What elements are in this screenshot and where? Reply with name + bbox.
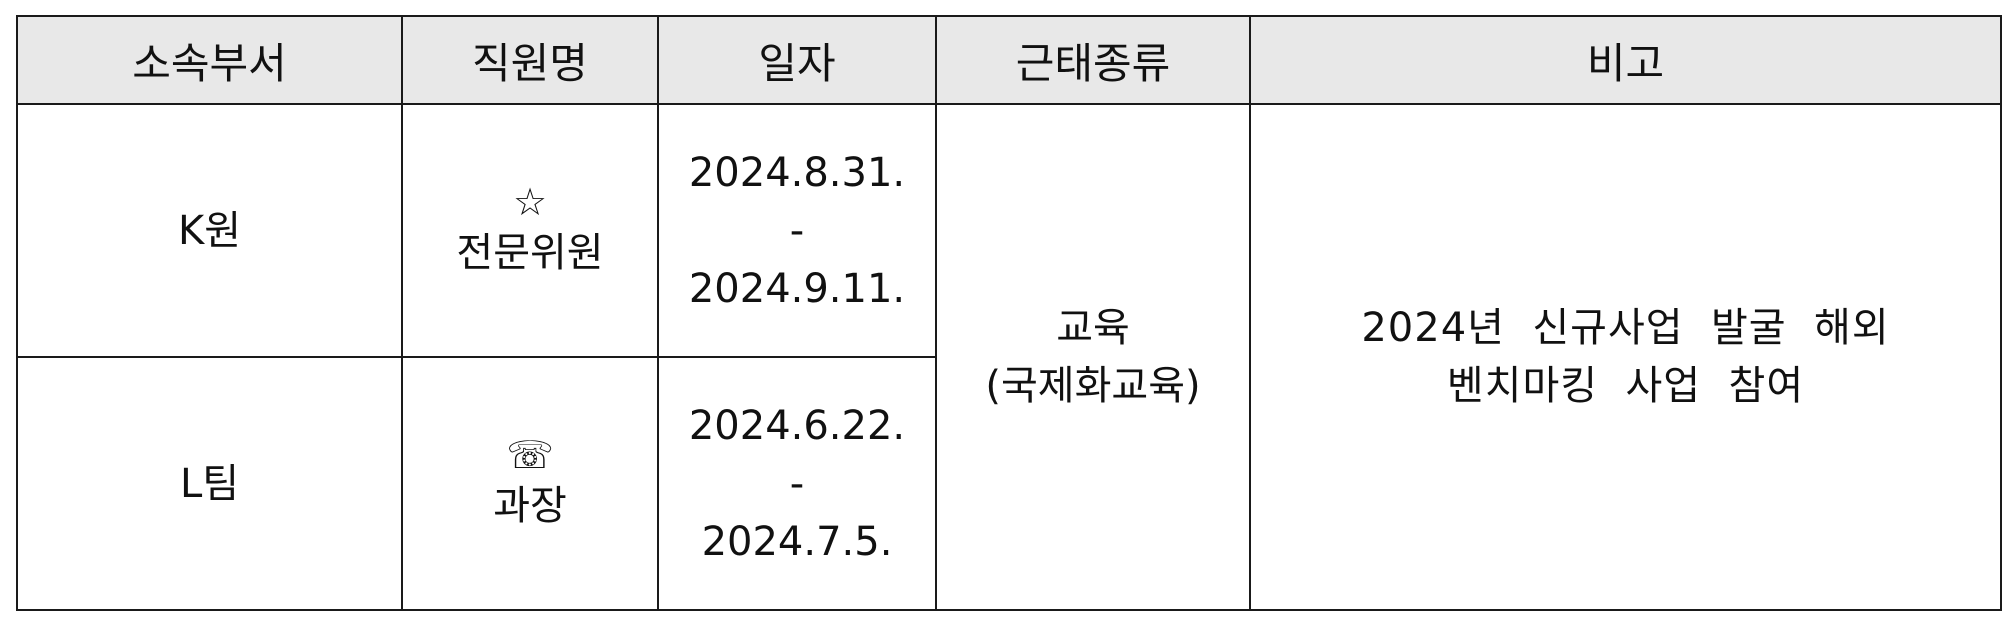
cell-position: 과장 (493, 482, 567, 529)
table-row: K원 ☆ 전문위원 2024.8.31. - 2024.9.11. 교육 (국제… (16, 103, 2002, 611)
cell-position: 전문위원 (456, 229, 604, 276)
cell-dept: K원 (16, 103, 403, 358)
star-icon: ☆ (512, 179, 548, 224)
type-main: 교육 (1056, 305, 1130, 351)
cell-date: 2024.8.31. - 2024.9.11. (657, 103, 937, 358)
header-date: 일자 (657, 15, 937, 105)
cell-type: 교육 (국제화교육) (935, 103, 1251, 611)
cell-dept: L팀 (16, 356, 403, 611)
table-row: L팀 ☏ 과장 2024.6.22. - 2024.7.5. (16, 356, 2001, 611)
date-separator: - (789, 460, 805, 507)
date-end: 2024.7.5. (701, 518, 893, 565)
date-start: 2024.8.31. (688, 149, 906, 196)
note-line-1: 2024년 신규사업 발굴 해외 (1361, 305, 1890, 351)
cell-name: ☏ 과장 (401, 356, 659, 611)
date-separator: - (789, 207, 805, 254)
cell-name: ☆ 전문위원 (401, 103, 659, 358)
header-note: 비고 (1249, 15, 2002, 105)
date-end: 2024.9.11. (688, 265, 906, 312)
type-detail: (국제화교육) (985, 363, 1201, 409)
header-name: 직원명 (401, 15, 659, 105)
cell-note: 2024년 신규사업 발굴 해외 벤치마킹 사업 참여 (1249, 103, 2002, 611)
note-line-2: 벤치마킹 사업 참여 (1446, 363, 1805, 409)
attendance-table: 소속부서 직원명 일자 근태종류 비고 K원 ☆ 전문위원 2024.8.31.… (16, 15, 2002, 611)
header-row: 소속부서 직원명 일자 근태종류 비고 (16, 15, 2002, 105)
header-dept: 소속부서 (16, 15, 403, 105)
telephone-icon: ☏ (506, 432, 554, 477)
header-type: 근태종류 (935, 15, 1251, 105)
cell-date: 2024.6.22. - 2024.7.5. (657, 356, 937, 611)
date-start: 2024.6.22. (688, 402, 906, 449)
